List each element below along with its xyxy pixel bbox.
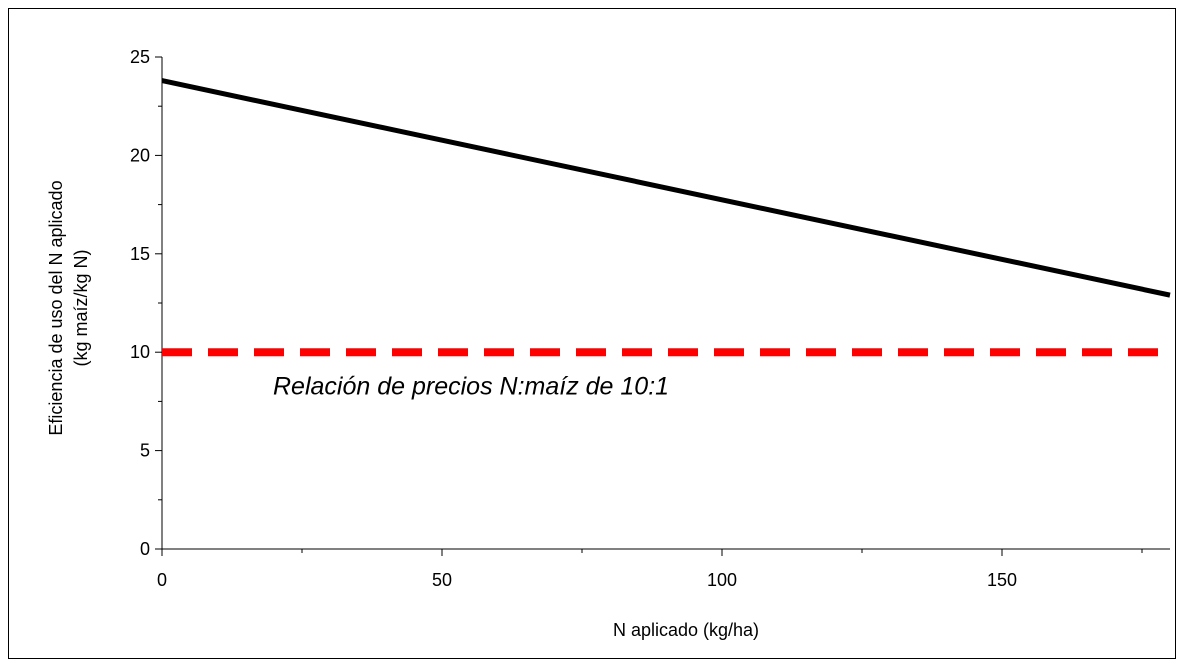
y-axis-title: Eficiencia de uso del N aplicado (kg maíz… bbox=[46, 180, 91, 435]
solid-series-line bbox=[161, 78, 1171, 298]
y-tick-label: 20 bbox=[130, 145, 150, 165]
y-tick-label: 5 bbox=[140, 441, 150, 461]
x-tick-label: 50 bbox=[432, 570, 452, 590]
y-tick-label: 25 bbox=[130, 47, 150, 67]
y-tick-label: 10 bbox=[130, 342, 150, 362]
x-axis-title: N aplicado (kg/ha) bbox=[613, 620, 759, 640]
chart-frame bbox=[8, 8, 1176, 659]
axes bbox=[155, 56, 1170, 556]
annotation-label: Relación de precios N:maíz de 10:1 bbox=[273, 373, 669, 401]
y-tick-label: 15 bbox=[130, 244, 150, 264]
y-axis-title-line: Eficiencia de uso del N aplicado bbox=[46, 180, 66, 435]
x-tick-label: 100 bbox=[707, 570, 737, 590]
y-axis-title-line: (kg maíz/kg N) bbox=[71, 249, 91, 366]
y-tick-label: 0 bbox=[140, 539, 150, 559]
x-tick-label: 150 bbox=[987, 570, 1017, 590]
labels-layer: 0 5 10 15 20 25 0 50 100 150 Relación de precios N… bbox=[46, 47, 1017, 640]
series-layer bbox=[161, 78, 1171, 357]
x-tick-label: 0 bbox=[157, 570, 167, 590]
